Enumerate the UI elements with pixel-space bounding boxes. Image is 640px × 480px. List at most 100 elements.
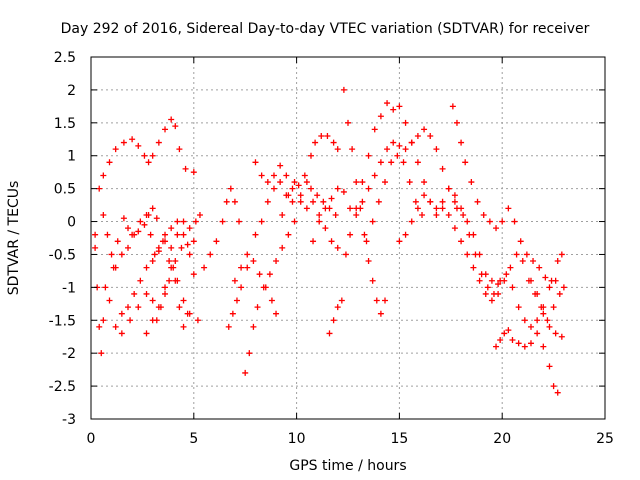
data-point: [92, 231, 99, 238]
data-point: [474, 198, 481, 205]
data-point: [369, 277, 376, 284]
data-point: [365, 258, 372, 265]
data-point: [231, 198, 238, 205]
y-tick-label: -3: [62, 412, 76, 428]
data-point: [301, 172, 308, 179]
data-point: [521, 343, 528, 350]
data-point: [143, 264, 150, 271]
data-point: [258, 218, 265, 225]
data-point: [223, 198, 230, 205]
data-point: [433, 205, 440, 212]
data-point: [345, 119, 351, 126]
data-point: [445, 211, 452, 218]
data-point: [478, 271, 485, 278]
data-point: [174, 231, 181, 238]
data-point: [168, 264, 175, 271]
data-point: [390, 139, 397, 146]
data-point: [449, 103, 456, 110]
data-point: [184, 310, 191, 317]
data-point: [316, 211, 323, 218]
data-point: [314, 192, 321, 199]
data-point: [273, 310, 280, 317]
data-point: [347, 205, 354, 212]
data-point: [334, 304, 341, 311]
data-point: [279, 211, 286, 218]
data-point: [540, 310, 547, 317]
data-point: [307, 152, 314, 159]
data-point: [190, 169, 197, 176]
data-point: [149, 152, 156, 159]
data-point: [480, 211, 487, 218]
data-point: [328, 238, 335, 245]
data-point: [106, 297, 113, 304]
data-point: [349, 146, 356, 153]
data-point: [382, 297, 389, 304]
data-point: [252, 231, 259, 238]
data-point: [277, 179, 284, 186]
data-point: [550, 304, 557, 311]
data-point: [328, 195, 335, 202]
data-point: [334, 185, 341, 192]
data-point: [176, 304, 183, 311]
y-tick-label: 1.5: [54, 116, 76, 132]
data-point: [371, 172, 378, 179]
data-point: [382, 179, 389, 186]
data-point: [186, 225, 193, 232]
data-point: [192, 218, 199, 225]
data-point: [244, 264, 251, 271]
data-point: [499, 218, 506, 225]
data-point: [515, 340, 522, 347]
data-point: [291, 179, 298, 186]
x-tick-label: 25: [596, 431, 614, 447]
data-point: [100, 317, 107, 324]
data-point: [330, 139, 337, 146]
data-point: [129, 136, 136, 143]
data-point: [400, 159, 407, 166]
data-point: [384, 100, 391, 107]
data-point: [534, 290, 541, 297]
x-tick-label: 0: [87, 431, 96, 447]
data-point: [112, 264, 119, 271]
x-axis: 0 5 10 15 20 25: [87, 57, 614, 447]
data-point: [162, 290, 169, 297]
data-point: [406, 179, 413, 186]
data-point: [219, 218, 226, 225]
data-point: [513, 251, 520, 258]
data-point: [377, 113, 384, 120]
data-point: [511, 218, 518, 225]
data-point: [268, 297, 275, 304]
data-point: [353, 211, 360, 218]
data-point: [560, 284, 567, 291]
data-point: [258, 172, 265, 179]
data-point: [476, 277, 483, 284]
data-point: [408, 218, 415, 225]
data-point: [451, 192, 458, 199]
data-point: [285, 231, 292, 238]
data-point: [283, 172, 290, 179]
data-point: [509, 284, 516, 291]
data-point: [439, 165, 446, 172]
data-point: [322, 225, 329, 232]
data-point: [468, 179, 475, 186]
data-point: [135, 304, 142, 311]
data-point: [534, 330, 541, 337]
data-point: [196, 211, 203, 218]
data-point: [166, 277, 173, 284]
data-point: [493, 343, 500, 350]
data-point: [207, 251, 214, 258]
y-axis: -3 -2.5 -2 -1.5 -1 -0.5 0 0.5 1 1.5 2 2.5: [49, 50, 605, 428]
data-point: [256, 271, 263, 278]
data-point: [334, 244, 341, 251]
data-point: [505, 205, 512, 212]
data-point: [421, 192, 428, 199]
data-point: [527, 277, 534, 284]
data-point: [466, 231, 473, 238]
data-point: [554, 258, 561, 265]
data-point: [340, 86, 347, 93]
data-point: [523, 251, 530, 258]
data-point: [108, 251, 115, 258]
data-point: [231, 277, 238, 284]
data-point: [225, 323, 232, 330]
data-point: [439, 205, 446, 212]
data-point: [552, 330, 559, 337]
